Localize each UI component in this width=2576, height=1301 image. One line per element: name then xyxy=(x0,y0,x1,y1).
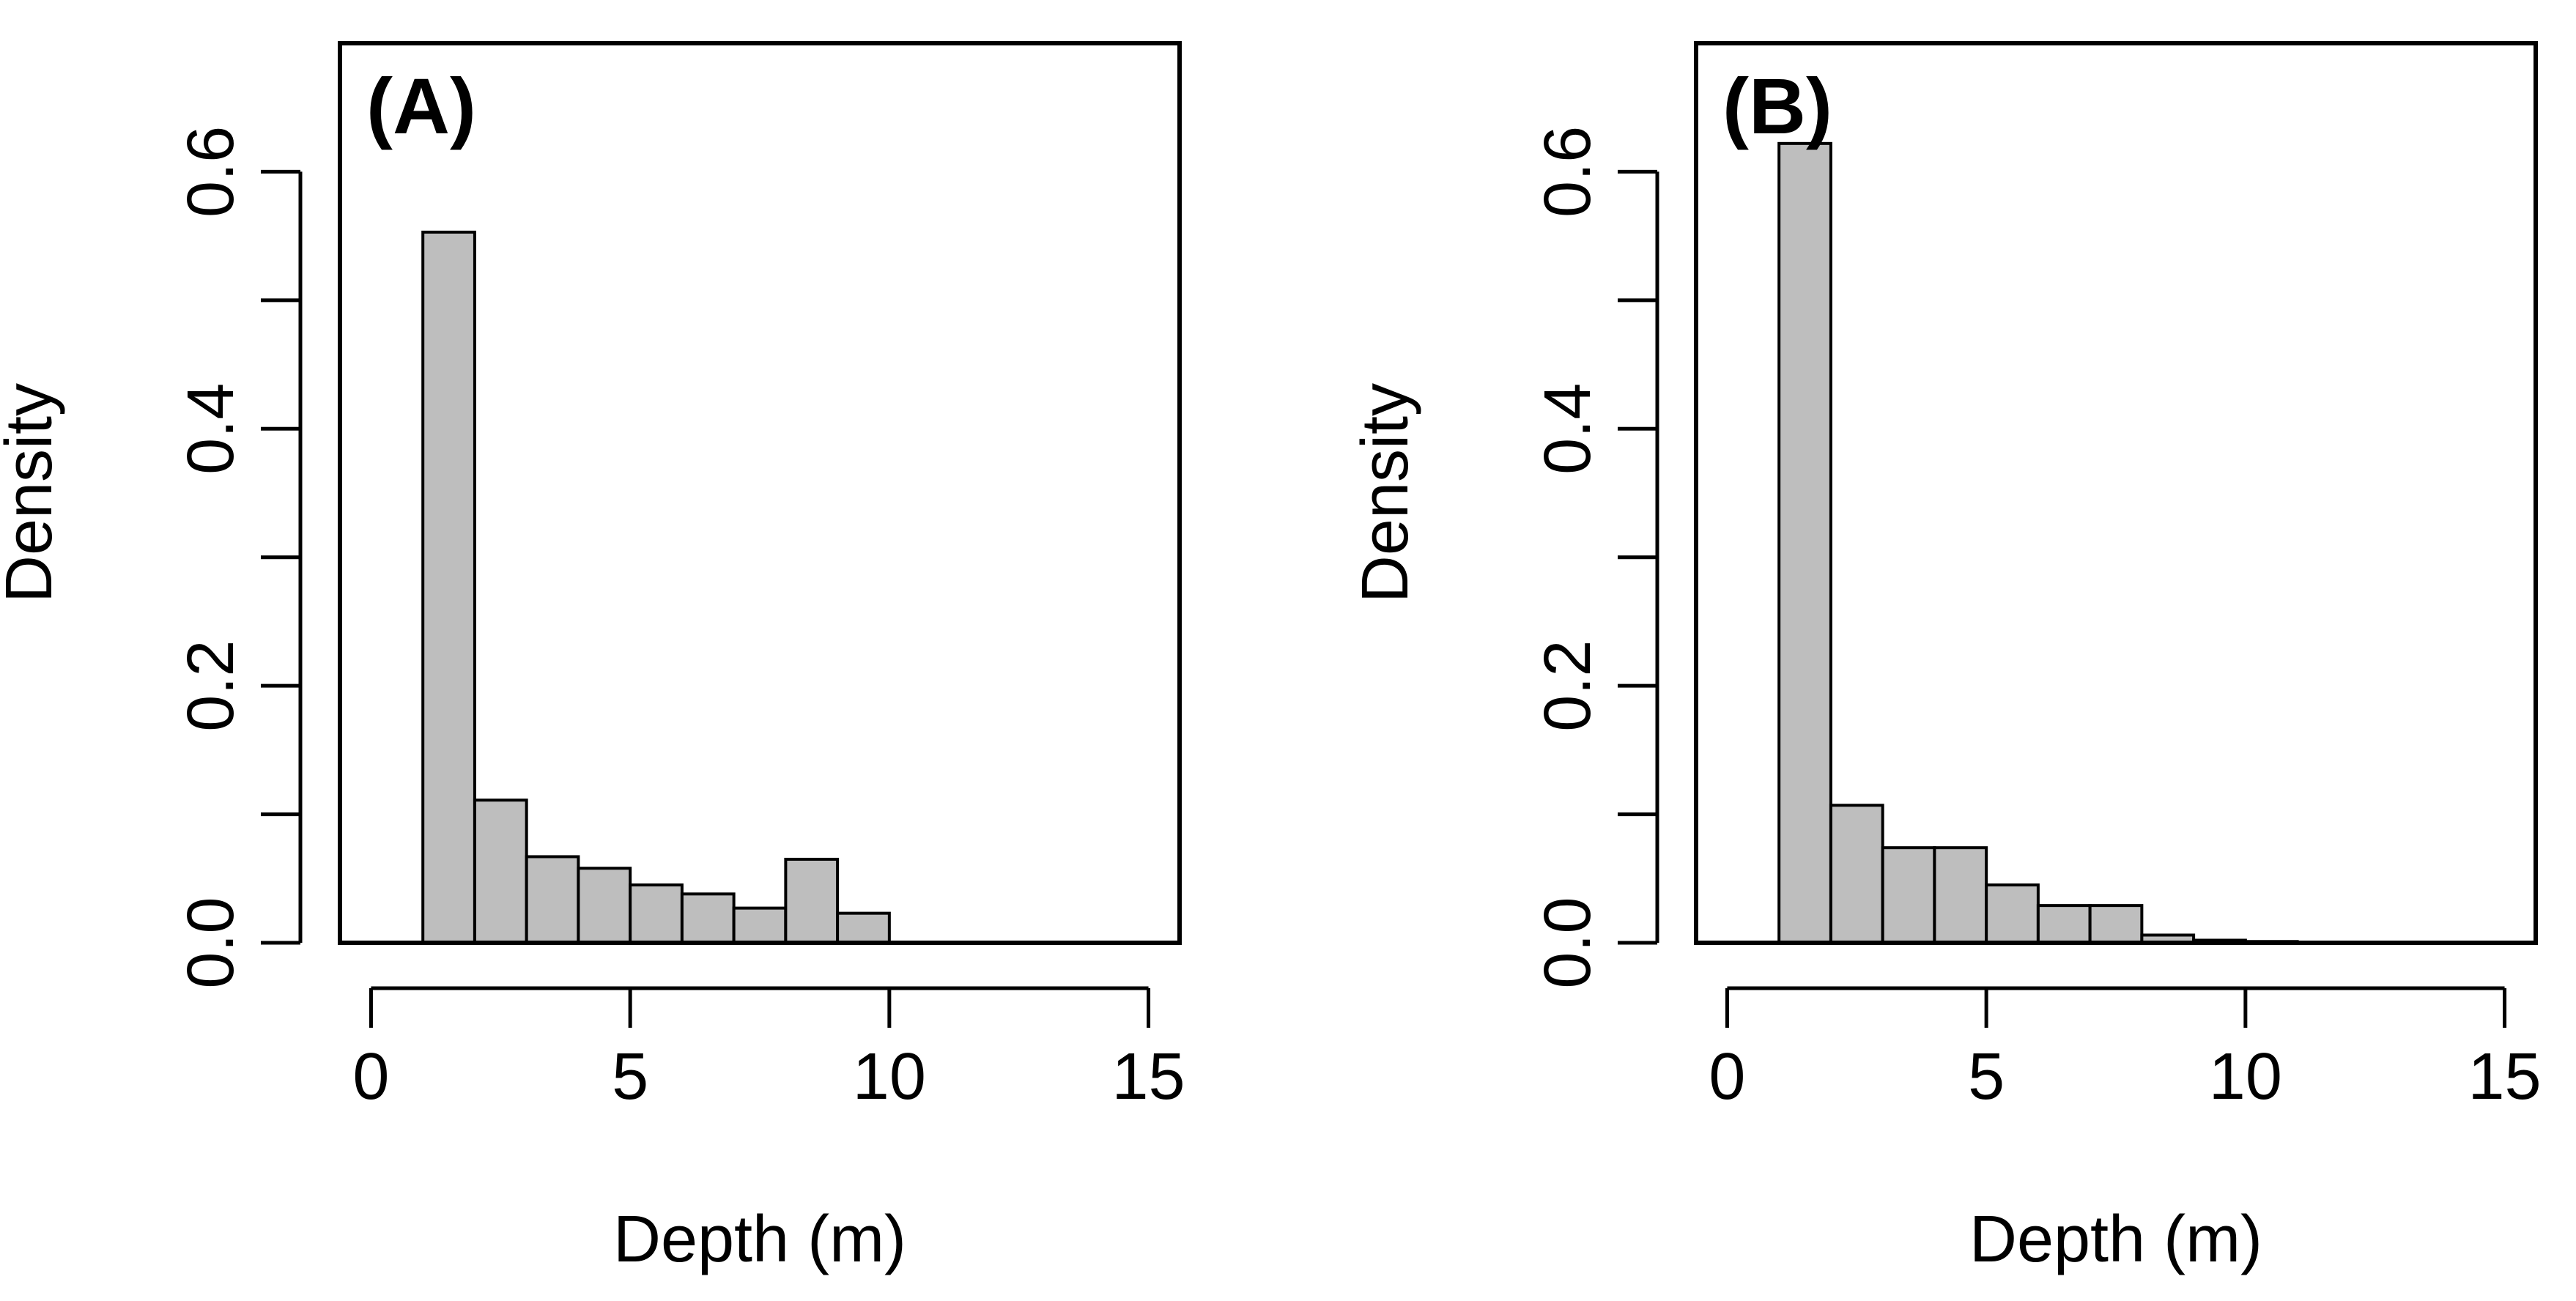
panel-label: (B) xyxy=(1722,62,1832,150)
histogram-bar xyxy=(680,892,736,944)
x-tick-label: 5 xyxy=(612,1040,648,1113)
y-tick-label: 0.4 xyxy=(1531,383,1605,475)
histogram-bar xyxy=(421,230,476,944)
panel-a: 0.0 0.2 0.4 0.6 0 5 10 15 Depth (m) Density (A) xyxy=(0,41,1185,1276)
histogram-bar xyxy=(2036,904,2092,945)
x-tick-label: 10 xyxy=(853,1040,926,1113)
histogram-bars xyxy=(421,230,891,945)
histogram-bar xyxy=(473,798,528,945)
panel-label: (A) xyxy=(366,62,476,150)
y-axis-title: Density xyxy=(1349,383,1422,603)
y-tick-label: 0.6 xyxy=(1531,126,1605,218)
plot-frame xyxy=(338,41,1182,945)
y-tick-label: 0.0 xyxy=(174,897,248,988)
histogram-bar xyxy=(1829,804,1884,945)
histogram-bar xyxy=(784,857,840,944)
histogram-bar xyxy=(836,911,891,945)
y-axis: 0.0 0.2 0.4 0.6 xyxy=(174,126,303,989)
x-axis: 0 5 10 15 xyxy=(352,986,1185,1113)
histogram-bar xyxy=(1933,846,1988,945)
y-axis-title: Density xyxy=(0,383,66,603)
x-axis: 0 5 10 15 xyxy=(1709,986,2542,1113)
x-tick-label: 5 xyxy=(1968,1040,2005,1113)
x-tick-label: 0 xyxy=(1709,1040,1745,1113)
x-tick-label: 15 xyxy=(1112,1040,1185,1113)
histogram-bar xyxy=(2088,904,2144,945)
y-tick-label: 0.2 xyxy=(174,640,248,732)
histogram-bar xyxy=(1881,846,1936,945)
x-axis-title: Depth (m) xyxy=(1969,1203,2262,1276)
y-tick-label: 0.2 xyxy=(1531,640,1605,732)
y-axis: 0.0 0.2 0.4 0.6 xyxy=(1531,126,1659,989)
histogram-bar xyxy=(577,867,632,944)
histogram-bar xyxy=(1985,883,2040,945)
histogram-bar xyxy=(1777,141,1832,945)
x-axis-title: Depth (m) xyxy=(613,1203,906,1276)
x-tick-label: 10 xyxy=(2209,1040,2282,1113)
y-tick-label: 0.6 xyxy=(174,126,248,218)
x-tick-label: 15 xyxy=(2468,1040,2542,1113)
plot-frame xyxy=(1694,41,2538,945)
histogram-bar xyxy=(525,855,580,944)
panel-b: 0.0 0.2 0.4 0.6 0 5 10 15 Depth (m) Density (B) xyxy=(1349,41,2542,1276)
histogram-bar xyxy=(629,883,684,945)
histogram-bar xyxy=(732,906,788,945)
y-tick-label: 0.4 xyxy=(174,383,248,475)
y-tick-label: 0.0 xyxy=(1531,897,1605,988)
x-tick-label: 0 xyxy=(352,1040,389,1113)
